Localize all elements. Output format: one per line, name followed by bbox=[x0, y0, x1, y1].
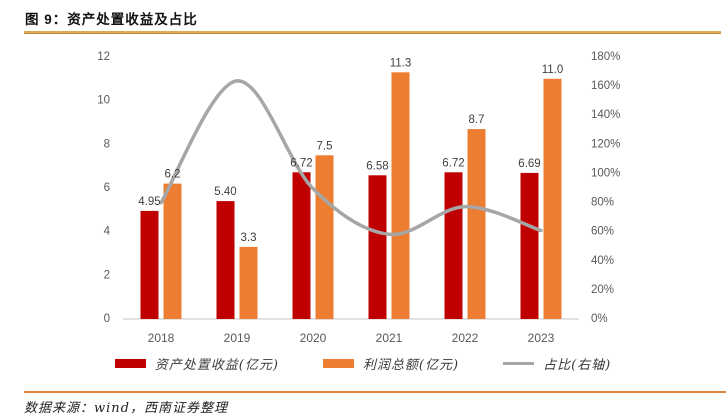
legend-label: 利润总额(亿元) bbox=[362, 358, 460, 373]
left-axis-tick: 0 bbox=[104, 313, 110, 325]
x-axis-label: 2018 bbox=[148, 331, 175, 345]
x-axis-label: 2023 bbox=[528, 331, 555, 345]
bar bbox=[292, 172, 311, 319]
top-divider bbox=[24, 31, 721, 34]
bar bbox=[315, 155, 334, 320]
chart-svg: 0246810120%20%40%60%80%100%120%140%160%1… bbox=[97, 51, 620, 345]
chart-legend: 资产处置收益(亿元) 利润总额(亿元) 占比(右轴) bbox=[0, 354, 726, 373]
right-axis-tick: 120% bbox=[591, 138, 620, 150]
bar-value-label: 11.0 bbox=[542, 64, 564, 76]
x-axis-label: 2022 bbox=[452, 331, 479, 345]
bar bbox=[444, 172, 463, 319]
right-axis-tick: 0% bbox=[591, 313, 608, 325]
bar-value-label: 6.72 bbox=[442, 157, 464, 169]
left-axis-tick: 8 bbox=[104, 138, 110, 150]
right-axis-tick: 160% bbox=[591, 80, 620, 92]
right-axis-tick: 180% bbox=[591, 51, 620, 63]
left-axis-tick: 10 bbox=[97, 95, 110, 107]
bar-value-label: 6.69 bbox=[518, 158, 540, 170]
legend-label: 资产处置收益(亿元) bbox=[154, 358, 279, 373]
bar-value-label: 4.95 bbox=[138, 196, 160, 208]
right-axis-tick: 80% bbox=[591, 197, 614, 209]
bar-value-label: 5.40 bbox=[214, 186, 236, 198]
x-axis-label: 2020 bbox=[300, 331, 327, 345]
bar-value-label: 3.3 bbox=[241, 232, 257, 244]
gray-line-swatch bbox=[503, 361, 535, 366]
data-source-note: 数据来源：wind，西南证券整理 bbox=[24, 401, 228, 416]
left-axis-tick: 2 bbox=[104, 269, 110, 281]
bar-value-label: 11.3 bbox=[390, 57, 412, 69]
bottom-divider bbox=[24, 391, 726, 393]
bar bbox=[391, 72, 410, 319]
bar-value-label: 6.72 bbox=[290, 157, 312, 169]
ratio-line bbox=[159, 79, 543, 237]
legend-item-ratio: 占比(右轴) bbox=[503, 354, 611, 373]
bar bbox=[368, 175, 387, 319]
left-axis-tick: 6 bbox=[104, 182, 110, 194]
bar bbox=[543, 78, 562, 319]
bar bbox=[467, 129, 486, 319]
red-bar-swatch bbox=[114, 359, 146, 368]
bar bbox=[520, 172, 539, 319]
left-axis-tick: 4 bbox=[104, 226, 111, 238]
right-axis-tick: 100% bbox=[591, 167, 620, 179]
left-axis-tick: 12 bbox=[97, 51, 110, 63]
orange-bar-swatch bbox=[322, 359, 354, 368]
bar-value-label: 8.7 bbox=[469, 114, 485, 126]
x-axis-label: 2021 bbox=[376, 331, 403, 345]
legend-label: 占比(右轴) bbox=[543, 358, 612, 373]
x-axis-label: 2019 bbox=[224, 331, 251, 345]
right-axis-tick: 20% bbox=[591, 284, 614, 296]
right-axis-tick: 60% bbox=[591, 226, 614, 238]
bar bbox=[140, 210, 159, 319]
bar bbox=[239, 246, 258, 319]
legend-item-disposal-income: 资产处置收益(亿元) bbox=[114, 354, 279, 373]
bar-value-label: 6.2 bbox=[165, 169, 181, 181]
bar bbox=[163, 183, 182, 319]
right-axis-tick: 140% bbox=[591, 109, 620, 121]
legend-item-total-profit: 利润总额(亿元) bbox=[322, 354, 460, 373]
bar-value-label: 6.58 bbox=[366, 160, 388, 172]
bar-value-label: 7.5 bbox=[317, 140, 333, 152]
right-axis-tick: 40% bbox=[591, 255, 614, 267]
figure-title: 图 9：资产处置收益及占比 bbox=[25, 12, 198, 27]
bar bbox=[216, 201, 235, 319]
